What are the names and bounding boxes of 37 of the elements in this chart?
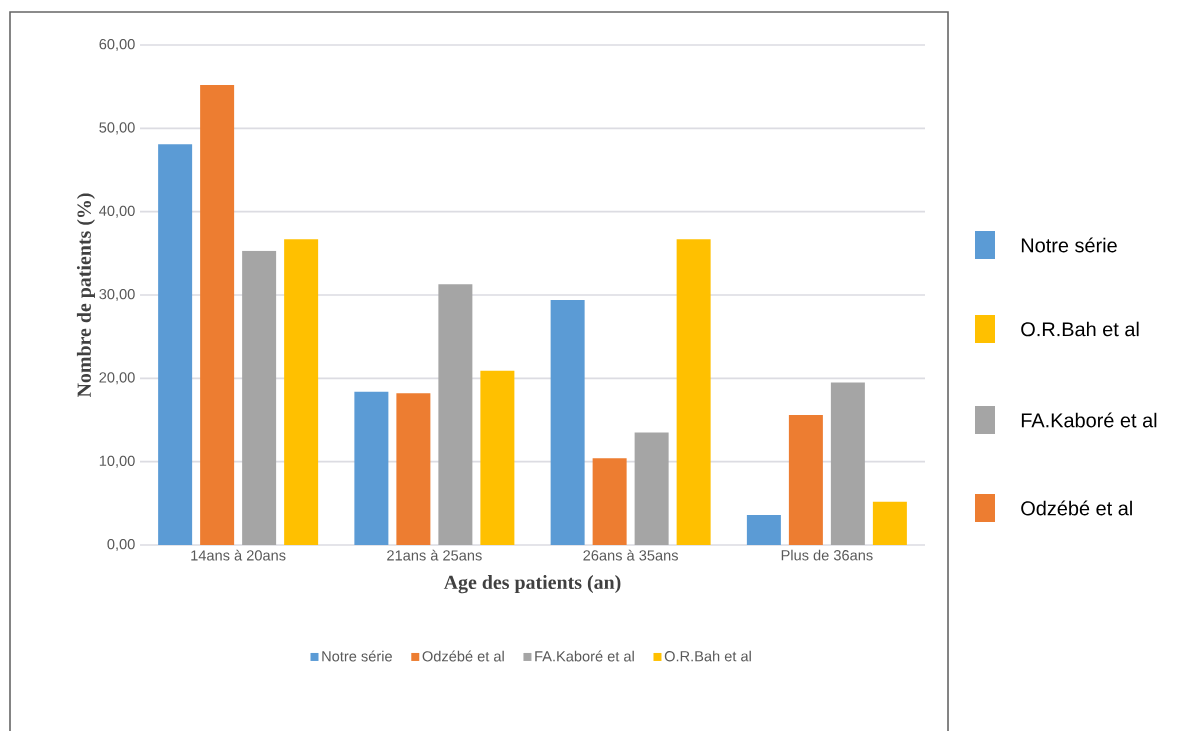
text: Notre série xyxy=(1021,237,1117,253)
y-tick-label: 30,00 xyxy=(99,288,135,302)
legend-label: Notre série xyxy=(322,650,392,662)
y-tick-label: 40,00 xyxy=(99,205,135,218)
y-tick-label: 0,00 xyxy=(107,538,135,552)
y-tick-label: 10,00 xyxy=(99,455,135,468)
bar xyxy=(788,415,823,545)
bar xyxy=(242,250,277,545)
bar xyxy=(676,239,711,545)
bar xyxy=(354,391,389,545)
legend-label: Odzébé et al xyxy=(422,650,504,662)
text: Odzébé et al xyxy=(1021,500,1132,516)
bar xyxy=(830,382,865,545)
bar xyxy=(480,370,515,545)
legend-label: FA.Kaboré et al xyxy=(535,650,634,662)
x-tick-label: 21ans à 25ans xyxy=(387,549,482,561)
legend-label: O.R.Bah et al xyxy=(664,650,751,662)
y-tick-label: 60,00 xyxy=(99,38,135,52)
x-tick-label: Plus de 36ans xyxy=(781,549,873,561)
bar xyxy=(158,144,193,545)
x-axis-title: Age des patients (an) xyxy=(443,575,621,594)
x-tick-label: 26ans à 35ans xyxy=(583,549,678,561)
bar xyxy=(284,239,319,545)
y-axis-title: Nombre de patients (%) xyxy=(76,193,95,398)
bar xyxy=(396,393,431,545)
text: FA.Kaboré et al xyxy=(1021,412,1157,428)
text: O.R.Bah et al xyxy=(1021,321,1139,337)
y-tick-label: 20,00 xyxy=(99,372,135,385)
bar xyxy=(634,432,669,545)
bar xyxy=(872,501,907,545)
y-tick-label: 50,00 xyxy=(99,122,135,135)
x-tick-label: 14ans à 20ans xyxy=(191,549,286,561)
bar xyxy=(592,458,627,545)
bar xyxy=(550,300,585,545)
bar xyxy=(438,284,473,545)
bar xyxy=(746,515,781,545)
bar xyxy=(200,85,235,545)
